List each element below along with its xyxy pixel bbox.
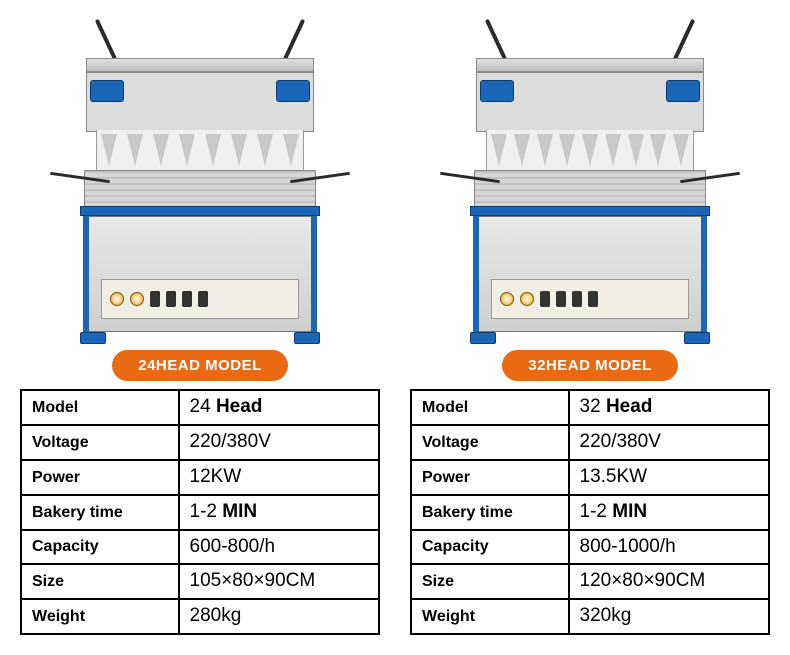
machine-image-32head: [430, 10, 750, 344]
table-row: Bakery time 1-2 MIN: [411, 495, 769, 530]
machine-illustration: [70, 24, 330, 344]
spec-label: Capacity: [411, 530, 569, 565]
table-row: Power 12KW: [21, 460, 379, 495]
spec-value: 800-1000/h: [569, 530, 769, 565]
spec-label: Model: [411, 390, 569, 425]
table-row: Voltage 220/380V: [411, 425, 769, 460]
spec-label: Voltage: [21, 425, 179, 460]
spec-label: Weight: [411, 599, 569, 634]
spec-label: Capacity: [21, 530, 179, 565]
spec-label: Bakery time: [21, 495, 179, 530]
spec-value: 13.5KW: [569, 460, 769, 495]
spec-label: Size: [411, 564, 569, 599]
table-row: Size 120×80×90CM: [411, 564, 769, 599]
table-row: Weight 320kg: [411, 599, 769, 634]
product-column-24head: 24HEAD MODEL Model 24 Head Voltage 220/3…: [20, 10, 380, 635]
table-row: Size 105×80×90CM: [21, 564, 379, 599]
table-row: Capacity 600-800/h: [21, 530, 379, 565]
spec-value: 32 Head: [569, 390, 769, 425]
spec-label: Model: [21, 390, 179, 425]
model-badge-24head: 24HEAD MODEL: [112, 350, 288, 381]
table-row: Bakery time 1-2 MIN: [21, 495, 379, 530]
model-badge-32head: 32HEAD MODEL: [502, 350, 678, 381]
machine-image-24head: [40, 10, 360, 344]
table-row: Weight 280kg: [21, 599, 379, 634]
table-row: Voltage 220/380V: [21, 425, 379, 460]
spec-value: 1-2 MIN: [569, 495, 769, 530]
spec-value: 320kg: [569, 599, 769, 634]
table-row: Model 24 Head: [21, 390, 379, 425]
spec-value: 24 Head: [179, 390, 379, 425]
spec-value: 12KW: [179, 460, 379, 495]
spec-label: Size: [21, 564, 179, 599]
spec-value: 600-800/h: [179, 530, 379, 565]
table-row: Power 13.5KW: [411, 460, 769, 495]
spec-label: Voltage: [411, 425, 569, 460]
spec-label: Power: [411, 460, 569, 495]
spec-value: 1-2 MIN: [179, 495, 379, 530]
spec-value: 120×80×90CM: [569, 564, 769, 599]
spec-table-32head: Model 32 Head Voltage 220/380V Power 13.…: [410, 389, 770, 635]
spec-label: Bakery time: [411, 495, 569, 530]
machine-illustration: [460, 24, 720, 344]
spec-label: Weight: [21, 599, 179, 634]
spec-value: 105×80×90CM: [179, 564, 379, 599]
product-column-32head: 32HEAD MODEL Model 32 Head Voltage 220/3…: [410, 10, 770, 635]
spec-value: 280kg: [179, 599, 379, 634]
spec-value: 220/380V: [179, 425, 379, 460]
spec-table-24head: Model 24 Head Voltage 220/380V Power 12K…: [20, 389, 380, 635]
table-row: Capacity 800-1000/h: [411, 530, 769, 565]
spec-value: 220/380V: [569, 425, 769, 460]
spec-label: Power: [21, 460, 179, 495]
table-row: Model 32 Head: [411, 390, 769, 425]
